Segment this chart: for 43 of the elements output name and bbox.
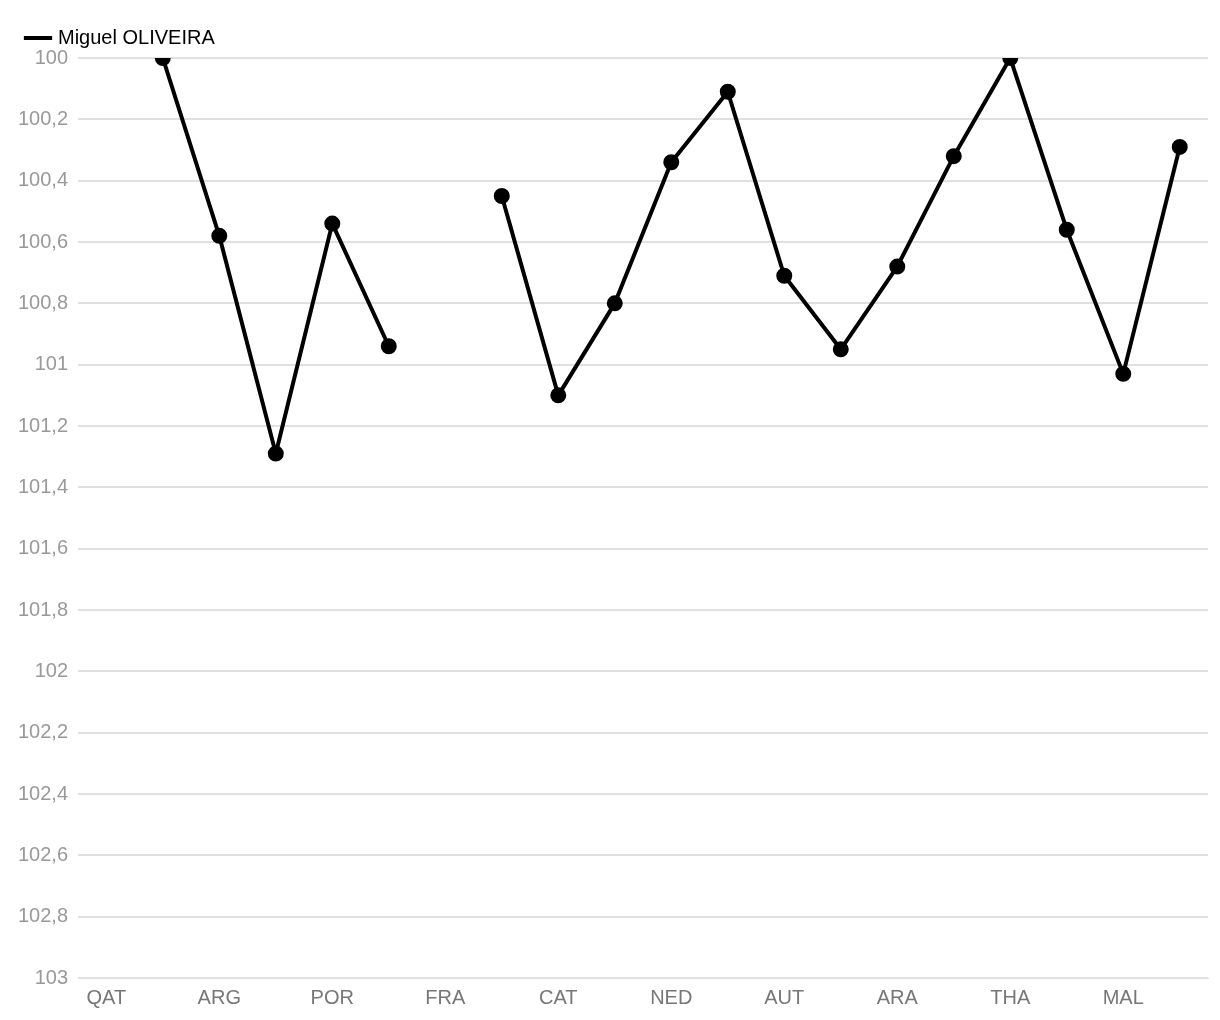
y-tick-label: 100	[34, 45, 69, 68]
x-tick-label: CAT	[539, 985, 578, 1008]
y-tick-label: 100,6	[17, 229, 69, 252]
y-tick-label: 101	[34, 352, 69, 375]
y-tick-label: 103	[34, 965, 69, 988]
x-tick-label: NED	[650, 985, 693, 1008]
point	[267, 445, 284, 462]
point	[776, 267, 793, 284]
y-tick-label: 102,8	[17, 904, 69, 927]
x-tick-label: ARG	[197, 985, 241, 1008]
x-tick-label: FRA	[425, 985, 466, 1008]
y-tick-label: 102,6	[17, 842, 69, 865]
x-tick-label: QAT	[86, 985, 127, 1008]
y-tick-label: 102	[34, 658, 69, 681]
x-tick-label: POR	[310, 985, 354, 1008]
y-tick-label: 100,2	[17, 106, 69, 129]
y-tick-label: 100,4	[17, 168, 69, 191]
point	[1058, 221, 1075, 238]
y-tick-label: 102,4	[17, 781, 69, 804]
point	[324, 215, 341, 232]
y-tick-label: 101,8	[17, 597, 69, 620]
point	[719, 83, 736, 100]
legend-label: Miguel OLIVEIRA	[58, 25, 216, 48]
point	[945, 148, 962, 165]
x-tick-label: THA	[990, 985, 1031, 1008]
x-tick-label: AUT	[764, 985, 805, 1008]
y-tick-label: 101,4	[17, 474, 69, 497]
point	[832, 341, 849, 358]
point	[663, 154, 680, 171]
point	[211, 227, 228, 244]
point	[606, 295, 623, 312]
y-tick-label: 100,8	[17, 290, 69, 313]
x-tick-label: MAL	[1102, 985, 1144, 1008]
y-tick-label: 101,2	[17, 413, 69, 436]
y-tick-label: 102,2	[17, 720, 69, 743]
point	[1171, 138, 1188, 155]
point	[550, 387, 567, 404]
point	[380, 338, 397, 355]
point	[1115, 365, 1132, 382]
point	[493, 188, 510, 204]
point	[889, 258, 906, 275]
y-tick-label: 101,6	[17, 536, 69, 559]
x-tick-label: ARA	[876, 985, 919, 1008]
